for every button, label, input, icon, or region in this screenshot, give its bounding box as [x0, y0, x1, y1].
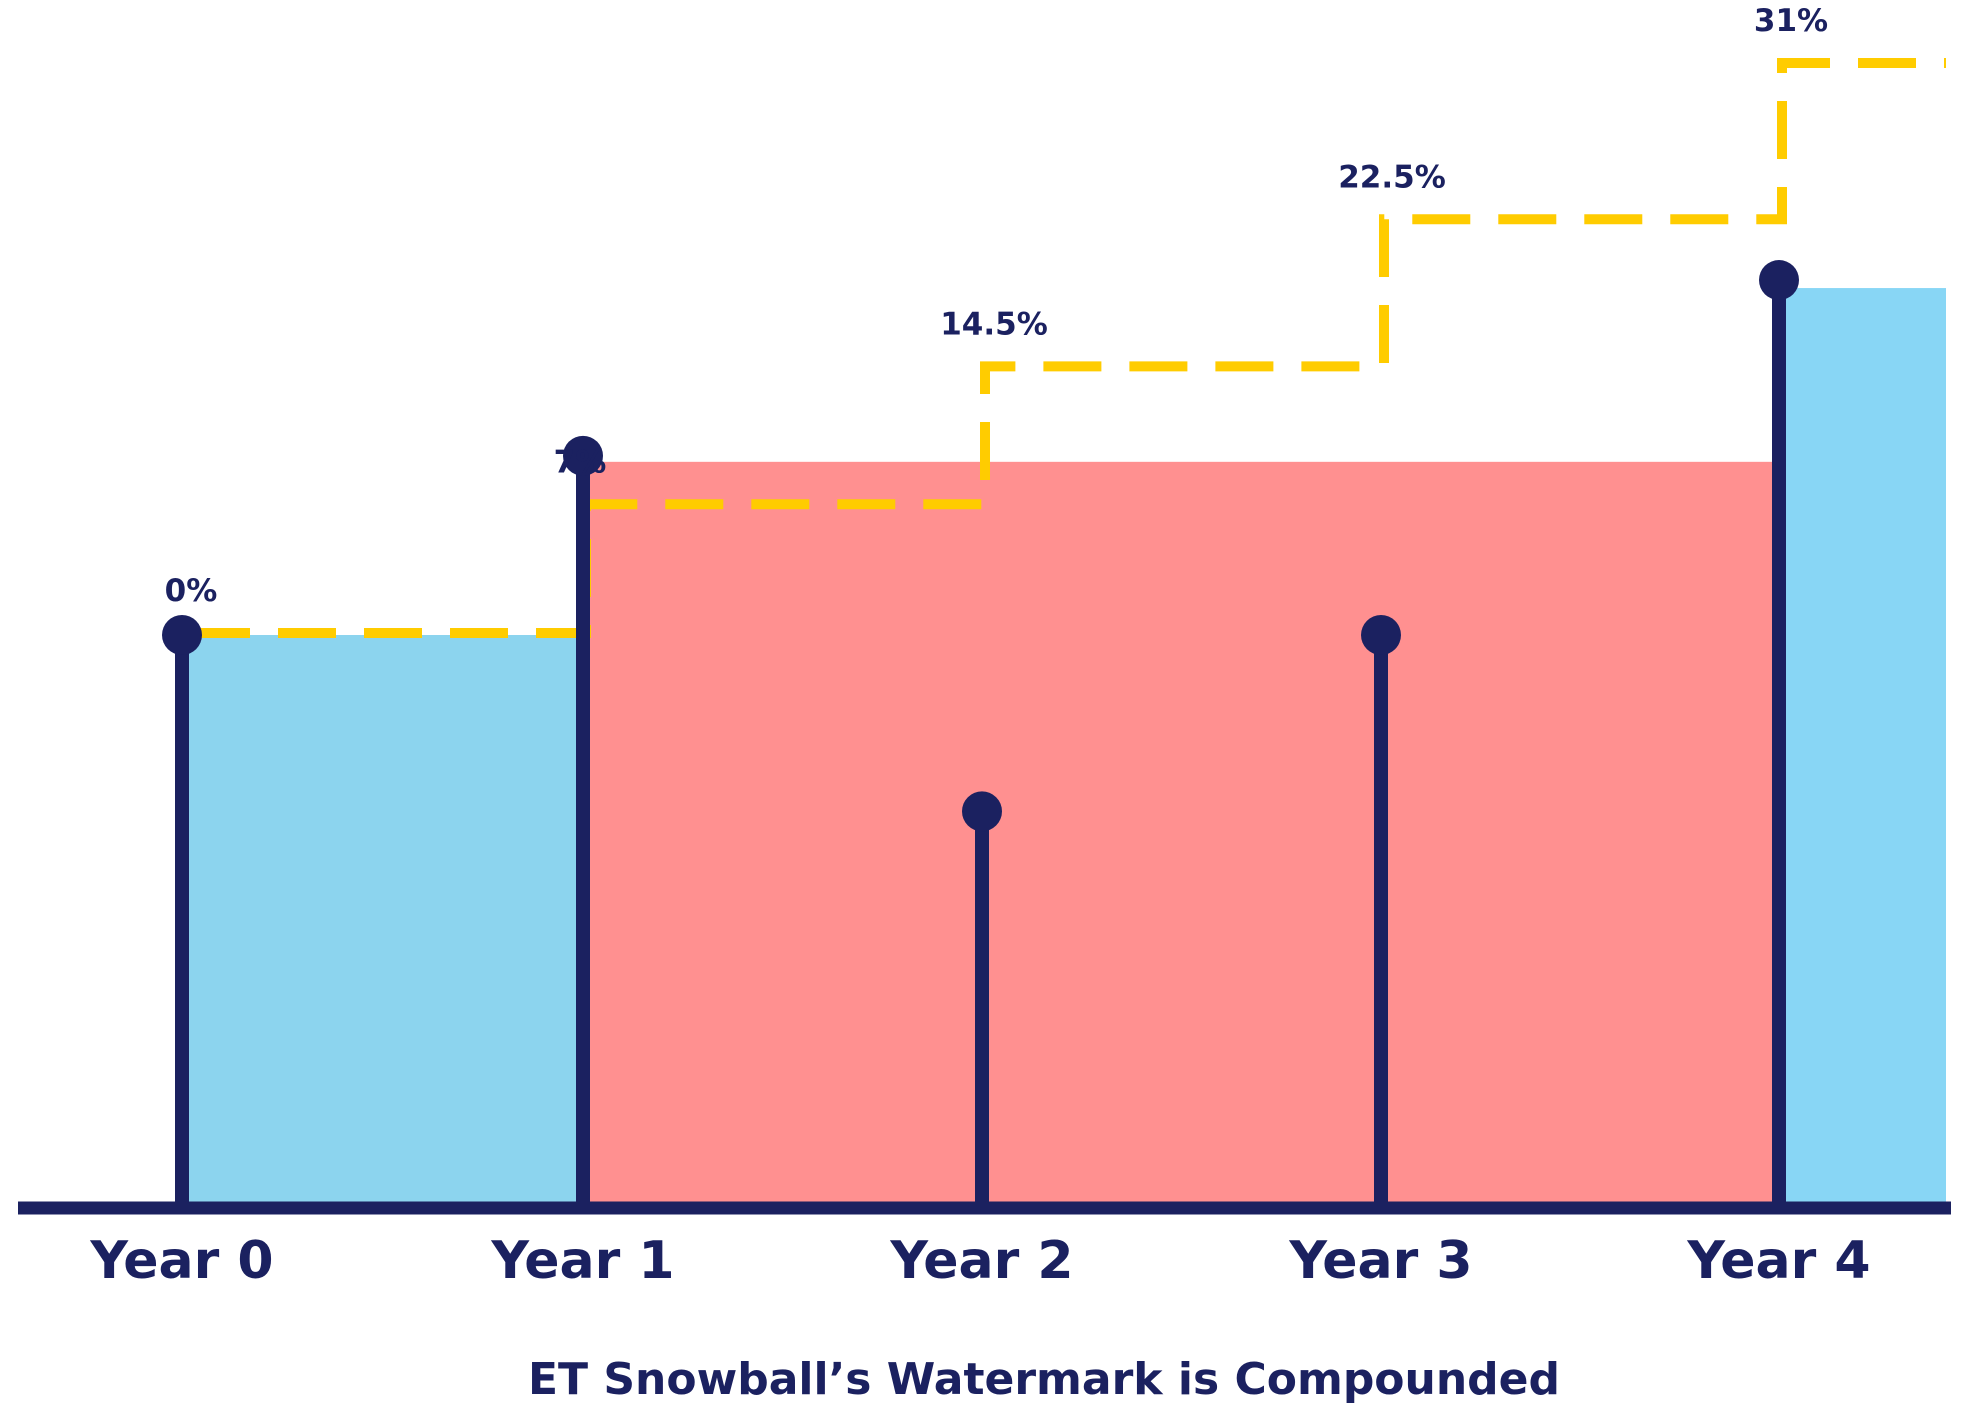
x-tick-label-4: Year 4	[1686, 1231, 1870, 1291]
watermark-label-1: 7%	[554, 444, 607, 480]
stem-dot-4	[1759, 260, 1799, 301]
x-tick-label-3: Year 3	[1288, 1231, 1472, 1291]
stem-dot-1	[563, 435, 603, 476]
x-tick-labels: Year 0 Year 1 Year 2 Year 3 Year 4	[89, 1231, 1870, 1291]
stem-dot-0	[162, 615, 202, 655]
stem-dot-3	[1361, 615, 1401, 655]
chart-title: ET Snowball’s Watermark is Compounded	[528, 1354, 1560, 1405]
x-tick-label-0: Year 0	[89, 1231, 273, 1291]
value-stems	[162, 260, 1799, 1202]
watermark-labels: 0% 7% 14.5% 22.5% 31%	[165, 3, 1828, 609]
fill-region-year1-4	[583, 461, 1779, 1202]
x-tick-label-2: Year 2	[889, 1231, 1073, 1291]
stem-dot-2	[962, 791, 1002, 832]
watermark-label-2: 14.5%	[940, 306, 1048, 342]
x-tick-label-1: Year 1	[490, 1231, 674, 1291]
watermark-label-3: 22.5%	[1338, 159, 1446, 195]
fill-region-after-year4	[1779, 288, 1946, 1203]
fill-region-year0-1	[182, 635, 583, 1202]
watermark-label-0: 0%	[165, 573, 218, 609]
shaded-regions	[182, 288, 1946, 1203]
watermark-label-4: 31%	[1754, 3, 1828, 39]
